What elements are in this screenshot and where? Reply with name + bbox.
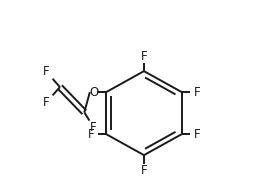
Text: F: F <box>141 49 147 62</box>
Text: F: F <box>90 121 97 134</box>
Text: F: F <box>194 86 200 99</box>
Text: O: O <box>89 86 98 99</box>
Text: F: F <box>88 128 94 141</box>
Text: F: F <box>141 164 147 177</box>
Text: F: F <box>43 96 50 109</box>
Text: F: F <box>194 128 200 141</box>
Text: F: F <box>43 66 50 78</box>
